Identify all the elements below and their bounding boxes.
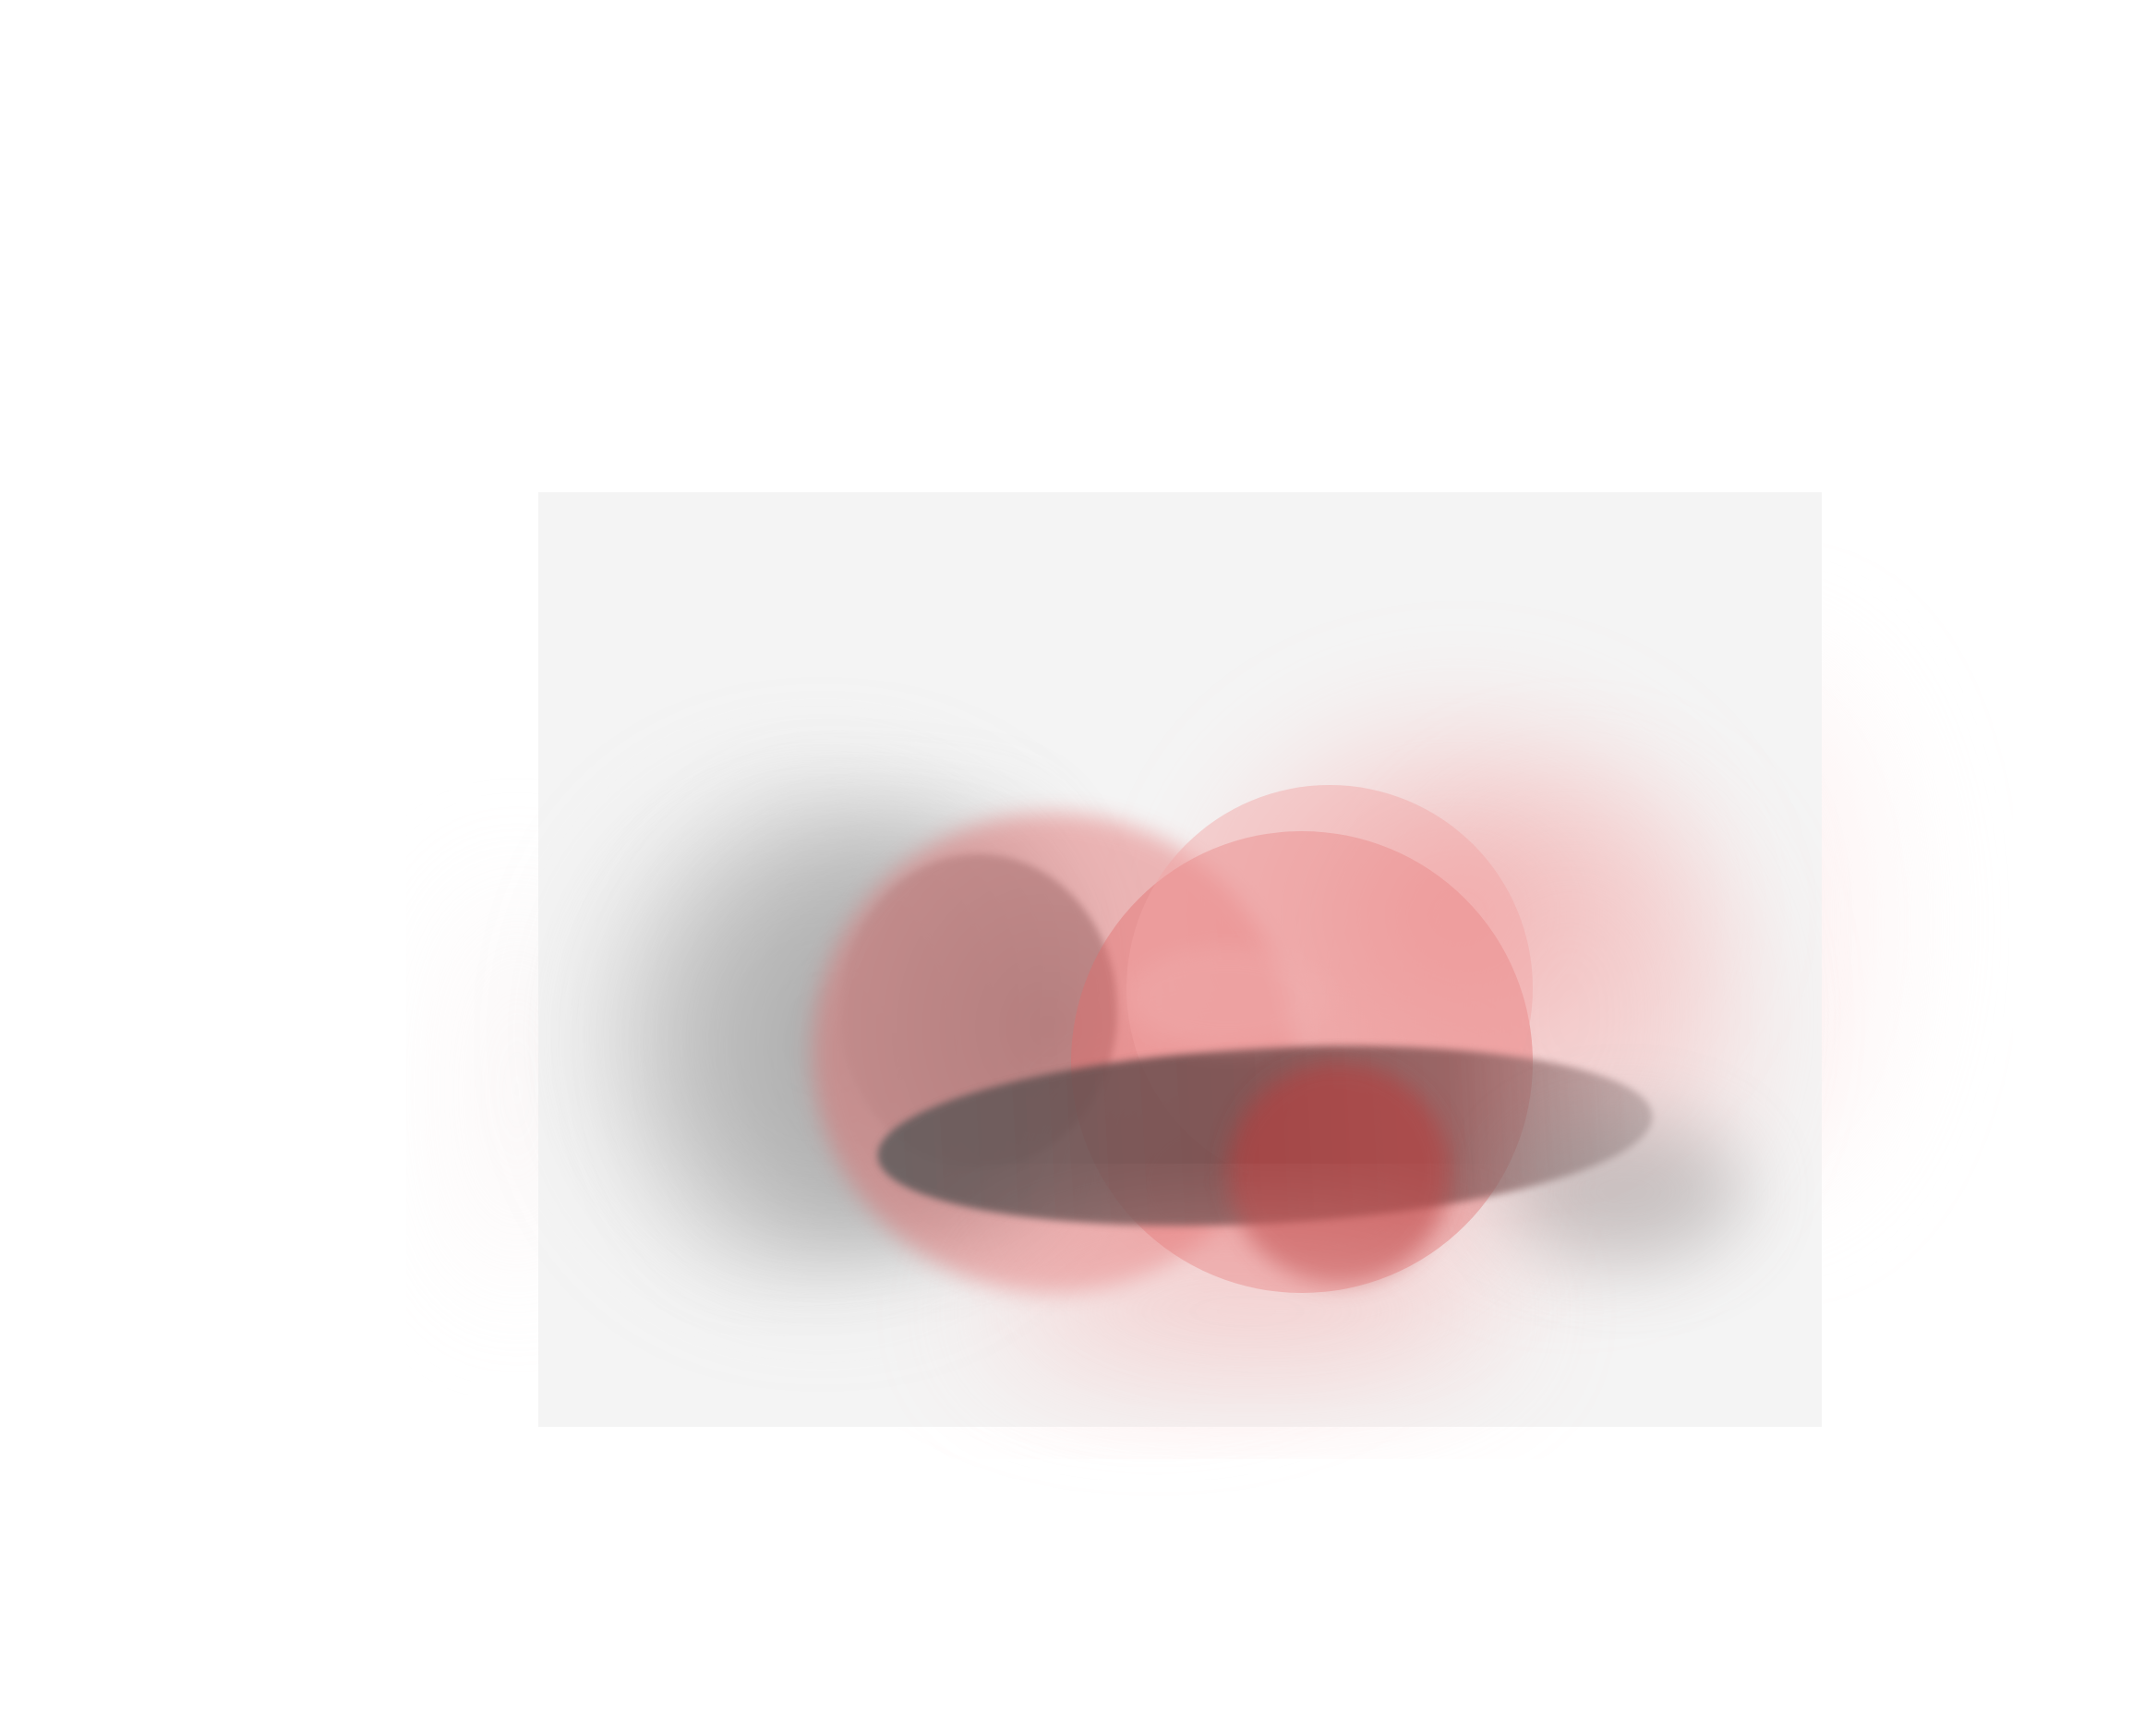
gray-fade-right bbox=[1505, 1117, 1745, 1265]
pink-highlight bbox=[1126, 947, 1330, 1048]
pink-fade-bottom bbox=[988, 1238, 1505, 1385]
deep-red-overlap bbox=[1228, 1062, 1450, 1284]
